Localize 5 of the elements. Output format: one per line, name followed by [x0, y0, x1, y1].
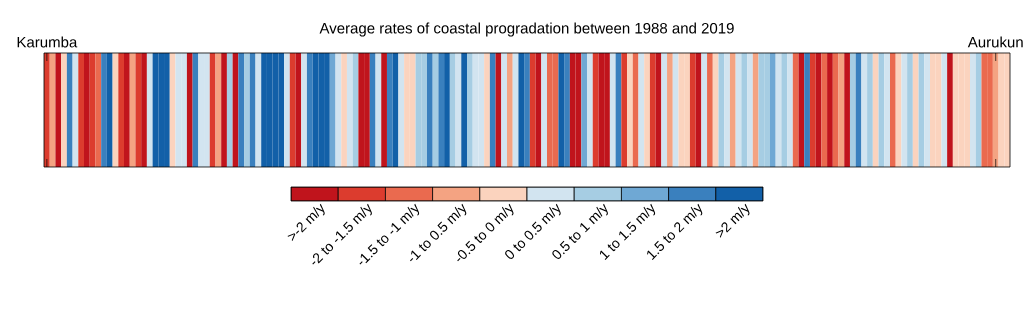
- color-bar-label: >2 m/y: [715, 203, 750, 238]
- x-tick-label: Aurukun: [967, 36, 1023, 48]
- color-bar-label: >-2 m/y: [287, 203, 325, 241]
- x-tick-label: Karumba: [17, 36, 78, 48]
- chart-title: Average rates of coastal progradation between 1988 and 2019: [319, 22, 734, 37]
